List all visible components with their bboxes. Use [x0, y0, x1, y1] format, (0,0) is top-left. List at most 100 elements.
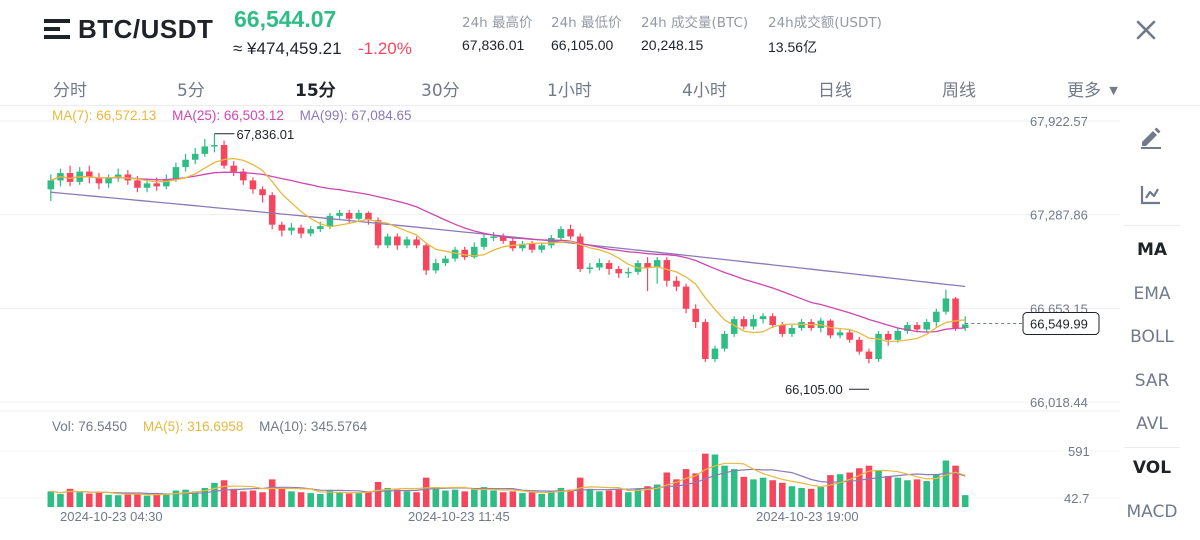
indicator-macd[interactable]: MACD — [1126, 502, 1178, 522]
volume-bar — [288, 491, 295, 507]
volume-bar — [634, 488, 642, 507]
candle — [432, 258, 440, 274]
menu-icon[interactable] — [44, 17, 70, 41]
volume-bar — [134, 493, 141, 507]
candle-body — [499, 236, 507, 241]
candle — [422, 242, 430, 275]
candle-body — [461, 249, 468, 258]
tab-interval-1w[interactable]: 周线 — [942, 81, 976, 101]
volume-bar — [538, 493, 545, 507]
tab-interval-1d[interactable]: 日线 — [818, 81, 852, 101]
volume-bar — [519, 493, 526, 507]
indicator-sar[interactable]: SAR — [1134, 371, 1170, 391]
volume-bar — [596, 491, 603, 507]
candle — [769, 313, 776, 328]
candle-body — [374, 220, 382, 246]
candle — [904, 322, 911, 334]
candle — [682, 283, 690, 314]
candle-body — [278, 224, 286, 231]
tab-interval-15m[interactable]: 15分 — [295, 81, 336, 101]
volume-bar — [615, 489, 622, 507]
vol-ma5-legend: MA(5): 316.6958 — [142, 419, 244, 434]
candle-body — [721, 333, 728, 349]
volume-bar — [769, 480, 776, 507]
volume-bar — [625, 492, 632, 507]
tab-interval-4h[interactable]: 4小时 — [682, 81, 727, 101]
pair-title[interactable]: BTC/USDT — [78, 14, 214, 44]
volume-bar — [278, 488, 286, 507]
stat-24h-volume: 24h 成交量(BTC) 20,248.15 — [641, 11, 748, 53]
tab-interval-time[interactable]: 分时 — [53, 81, 87, 101]
candle-body — [297, 227, 305, 234]
indicator-ma[interactable]: MA — [1136, 240, 1168, 260]
candle-body — [769, 316, 776, 326]
candle-body — [682, 286, 690, 309]
volume-bar — [220, 480, 228, 507]
indicator-boll[interactable]: BOLL — [1130, 327, 1174, 347]
indicator-vol[interactable]: VOL — [1132, 458, 1172, 478]
tab-interval-1h[interactable]: 1小时 — [547, 81, 592, 101]
tab-interval-5m[interactable]: 5分 — [177, 81, 205, 101]
volume-bar — [856, 468, 863, 507]
candle-body — [576, 236, 584, 269]
candle-body — [471, 246, 478, 258]
candle-body — [153, 183, 160, 187]
volume-bar — [730, 469, 738, 507]
stat-24h-turnover: 24h成交额(USDT) 13.56亿 — [768, 11, 882, 57]
candle-body — [86, 171, 93, 178]
chart-indicator-icon[interactable] — [1138, 182, 1164, 208]
candle-body — [47, 180, 55, 190]
volume-bar — [913, 479, 921, 507]
indicator-ema[interactable]: EMA — [1133, 284, 1171, 304]
candle — [567, 224, 574, 240]
volume-bar — [952, 465, 959, 507]
close-icon[interactable] — [1134, 18, 1158, 42]
ma25-legend: MA(25): 66,503.12 — [172, 108, 284, 123]
candle — [114, 168, 122, 182]
candle-body — [586, 267, 594, 269]
vol-ma5-line — [50, 462, 966, 496]
candle — [403, 236, 411, 249]
stat-label: 24h 成交量(BTC) — [641, 15, 749, 31]
candle — [827, 319, 834, 339]
volume-bar — [750, 479, 757, 507]
candle-body — [740, 319, 748, 327]
candle — [182, 153, 189, 172]
ma7-line — [50, 157, 966, 343]
volume-bar — [153, 494, 160, 507]
candle-body — [182, 159, 189, 168]
candle-body — [432, 263, 440, 271]
volume-bar — [653, 484, 661, 507]
candle-body — [490, 236, 497, 238]
divider — [1124, 225, 1180, 226]
pencil-icon[interactable] — [1138, 124, 1164, 150]
tab-interval-more[interactable]: 更多 ▼ — [1067, 76, 1118, 101]
candle — [933, 308, 940, 327]
candle-body — [191, 153, 199, 160]
stat-label: 24h 最低价 — [551, 15, 622, 31]
volume-bar — [721, 465, 728, 507]
volume-bar — [336, 492, 343, 507]
volume-bar — [846, 472, 853, 507]
time-axis-label: 2024-10-23 04:30 — [60, 509, 163, 524]
candle — [519, 240, 526, 252]
tab-interval-30m[interactable]: 30分 — [421, 81, 460, 101]
candle-body — [711, 348, 719, 359]
candle — [663, 257, 671, 287]
candle — [788, 325, 796, 337]
volume-bar — [490, 490, 497, 507]
candle-body — [163, 178, 170, 187]
volume-bar — [779, 482, 786, 507]
candle — [538, 242, 545, 253]
candle-body — [961, 324, 969, 328]
volume-bar — [933, 474, 940, 507]
candle-body — [403, 239, 411, 246]
more-label: 更多 — [1067, 81, 1101, 101]
divider — [1124, 447, 1180, 448]
stat-value: 67,836.01 — [462, 37, 525, 53]
volume-bar — [904, 480, 911, 507]
indicator-avl[interactable]: AVL — [1136, 414, 1168, 434]
candle — [836, 329, 844, 339]
candle — [596, 258, 603, 271]
